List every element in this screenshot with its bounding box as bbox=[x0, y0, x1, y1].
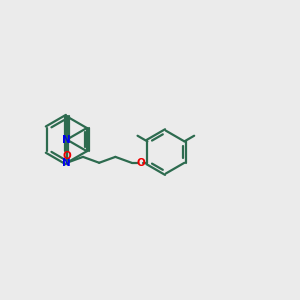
Text: O: O bbox=[62, 151, 71, 161]
Text: N: N bbox=[62, 158, 71, 168]
Text: O: O bbox=[137, 158, 146, 168]
Text: N: N bbox=[62, 135, 71, 145]
